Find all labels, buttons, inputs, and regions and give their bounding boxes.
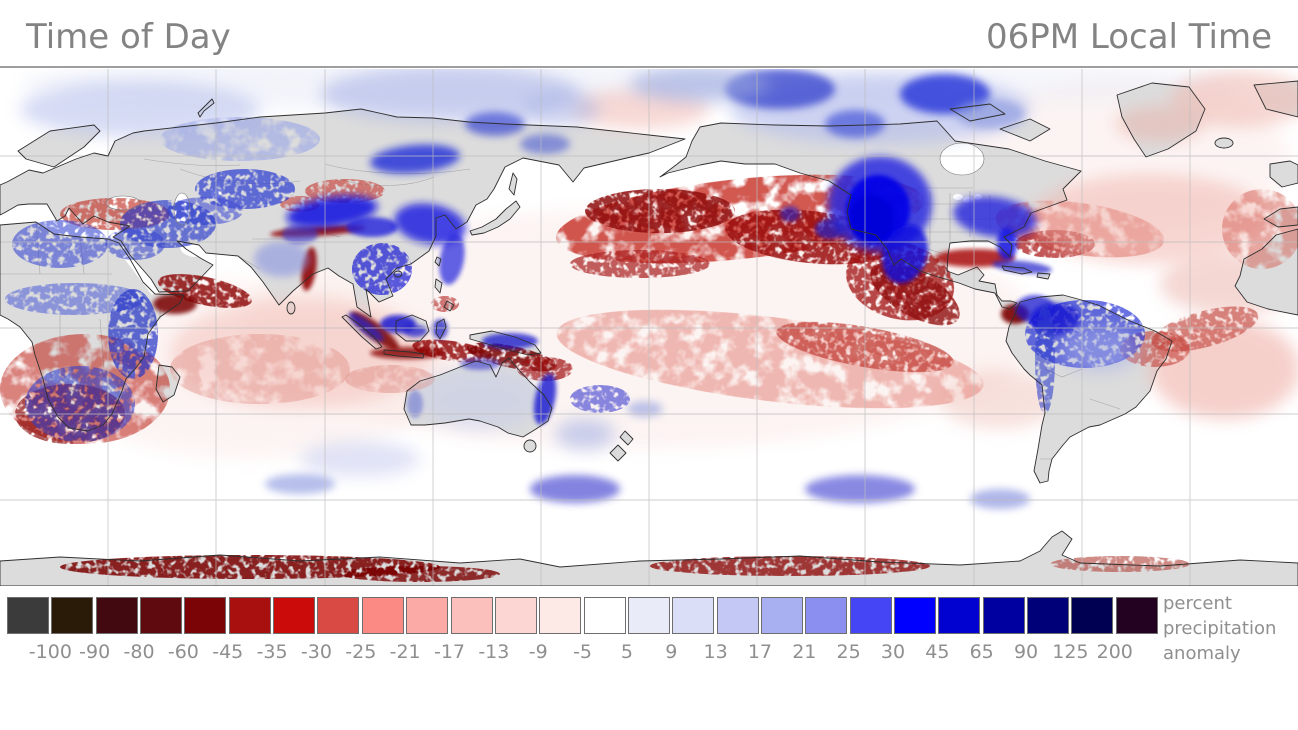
colorbar-cell bbox=[672, 597, 715, 634]
colorbar-label: -35 bbox=[256, 641, 288, 663]
colorbar-cell bbox=[450, 597, 493, 634]
colorbar-label: 9 bbox=[665, 641, 678, 663]
colorbar-cell bbox=[805, 597, 848, 634]
colorbar-cell bbox=[361, 597, 404, 634]
colorbar-label: -25 bbox=[345, 641, 377, 663]
colorbar-label: -90 bbox=[79, 641, 111, 663]
colorbar-label: -9 bbox=[528, 641, 548, 663]
colorbar-cell bbox=[849, 597, 892, 634]
colorbar-cell bbox=[982, 597, 1025, 634]
colorbar-label: -5 bbox=[573, 641, 593, 663]
header-divider bbox=[0, 66, 1298, 68]
colorbar-swatches bbox=[0, 597, 1298, 637]
colorbar-cell bbox=[539, 597, 582, 634]
colorbar-cell bbox=[494, 597, 537, 634]
colorbar-cell bbox=[583, 597, 626, 634]
colorbar-label: -17 bbox=[433, 641, 466, 663]
colorbar-label: -13 bbox=[478, 641, 510, 663]
colorbar-cell bbox=[7, 597, 49, 634]
colorbar-label: -80 bbox=[123, 641, 155, 663]
page-title: Time of Day bbox=[26, 17, 231, 57]
colorbar-cell bbox=[140, 597, 183, 634]
colorbar-label: 125 bbox=[1052, 641, 1089, 663]
colorbar-label: 90 bbox=[1013, 641, 1039, 663]
colorbar-label: 45 bbox=[925, 641, 950, 663]
colorbar-cell bbox=[894, 597, 936, 634]
colorbar-caption-line: anomaly bbox=[1163, 643, 1241, 664]
colorbar-label: 25 bbox=[836, 641, 861, 663]
colorbar-label: 13 bbox=[703, 641, 728, 663]
colorbar-cell bbox=[1027, 597, 1070, 634]
colorbar-cell bbox=[273, 597, 316, 634]
colorbar-labels: -100 -90 -80 -60 -45 -35 -30 -25 -21 -17 -13 -9 -5 5 9… bbox=[0, 641, 1298, 665]
graticule-layer bbox=[0, 69, 1298, 586]
colorbar-cell bbox=[760, 597, 803, 634]
colorbar-label: -100 bbox=[28, 641, 72, 663]
anomaly-blue-layer bbox=[5, 69, 1145, 509]
colorbar-cell bbox=[1115, 597, 1158, 634]
colorbar-caption-line: precipitation bbox=[1163, 618, 1277, 639]
coastline-layer bbox=[0, 80, 1298, 586]
colorbar-cell bbox=[95, 597, 138, 634]
colorbar-label: -45 bbox=[212, 641, 244, 663]
colorbar-label: 65 bbox=[969, 641, 994, 663]
colorbar-cell bbox=[228, 597, 271, 634]
colorbar-label: 21 bbox=[792, 641, 817, 663]
colorbar-cell bbox=[627, 597, 670, 634]
colorbar-cell bbox=[317, 597, 360, 634]
colorbar-label: -30 bbox=[300, 641, 332, 663]
colorbar-cell bbox=[938, 597, 981, 634]
world-precipitation-anomaly-map bbox=[0, 69, 1298, 586]
colorbar-caption-line: percent bbox=[1163, 593, 1232, 614]
colorbar-cell bbox=[1071, 597, 1114, 634]
colorbar-label: 200 bbox=[1096, 641, 1133, 663]
colorbar-cell bbox=[716, 597, 759, 634]
colorbar-cell bbox=[406, 597, 449, 634]
colorbar-label: 30 bbox=[880, 641, 906, 663]
colorbar-label: 17 bbox=[747, 641, 773, 663]
local-time-label: 06PM Local Time bbox=[985, 17, 1272, 57]
colorbar-caption: percent precipitation anomaly bbox=[1163, 591, 1276, 666]
colorbar-label: -60 bbox=[167, 641, 199, 663]
colorbar-cell bbox=[51, 597, 94, 634]
colorbar-label: 5 bbox=[620, 641, 633, 663]
colorbar-cell bbox=[184, 597, 227, 634]
colorbar-label: -21 bbox=[389, 641, 421, 663]
